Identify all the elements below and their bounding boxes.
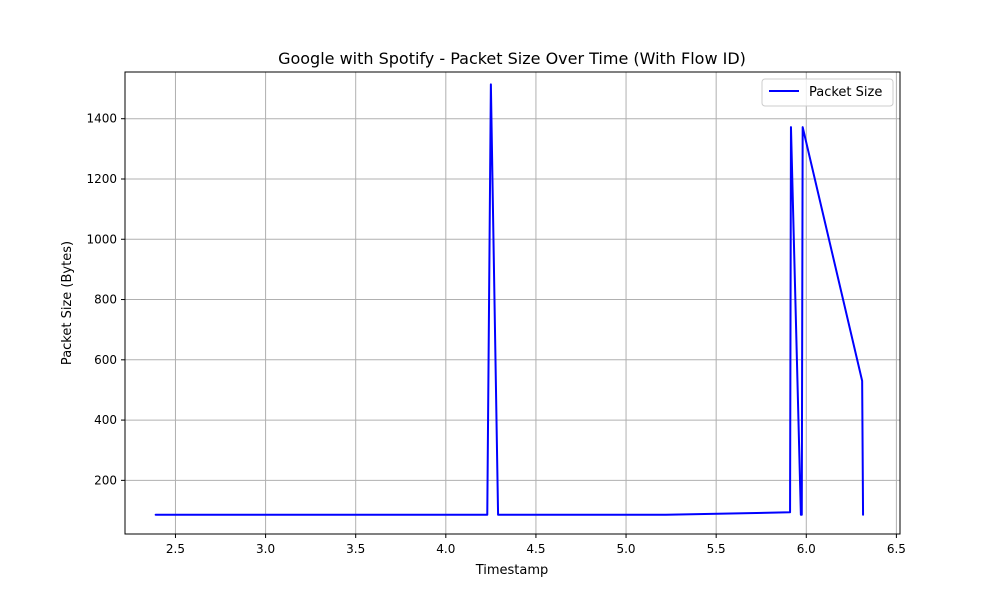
x-tick-label: 4.5 bbox=[526, 542, 545, 556]
x-axis-ticks: 2.5 3.0 3.5 4.0 4.5 5.0 5.5 6.0 6.5 bbox=[166, 534, 906, 556]
y-axis-label: Packet Size (Bytes) bbox=[60, 241, 75, 365]
plot-frame bbox=[124, 71, 901, 535]
y-tick-label: 600 bbox=[94, 353, 117, 367]
y-tick-label: 400 bbox=[94, 413, 117, 427]
x-tick-label: 3.5 bbox=[346, 542, 365, 556]
y-tick-label: 1200 bbox=[86, 172, 117, 186]
x-tick-label: 6.0 bbox=[797, 542, 816, 556]
legend-label-packet-size: Packet Size bbox=[809, 85, 882, 100]
chart-title: Google with Spotify - Packet Size Over T… bbox=[278, 49, 746, 68]
x-tick-label: 5.5 bbox=[707, 542, 726, 556]
x-tick-label: 4.0 bbox=[436, 542, 455, 556]
y-tick-label: 800 bbox=[94, 293, 117, 307]
x-tick-label: 5.0 bbox=[616, 542, 635, 556]
grid bbox=[125, 72, 900, 534]
y-tick-label: 1000 bbox=[86, 232, 117, 246]
x-tick-label: 2.5 bbox=[166, 542, 185, 556]
series-line-packet-size bbox=[154, 83, 865, 516]
x-axis-label: Timestamp bbox=[475, 563, 549, 578]
y-tick-label: 200 bbox=[94, 473, 117, 487]
series-layer bbox=[154, 83, 865, 516]
legend-box bbox=[761, 78, 894, 107]
legend: Packet Size bbox=[761, 78, 894, 107]
x-tick-label: 3.0 bbox=[256, 542, 275, 556]
y-tick-label: 1400 bbox=[86, 112, 117, 126]
x-tick-label: 6.5 bbox=[887, 542, 906, 556]
y-axis-ticks: 200 400 600 800 1000 1200 1400 bbox=[86, 112, 125, 487]
